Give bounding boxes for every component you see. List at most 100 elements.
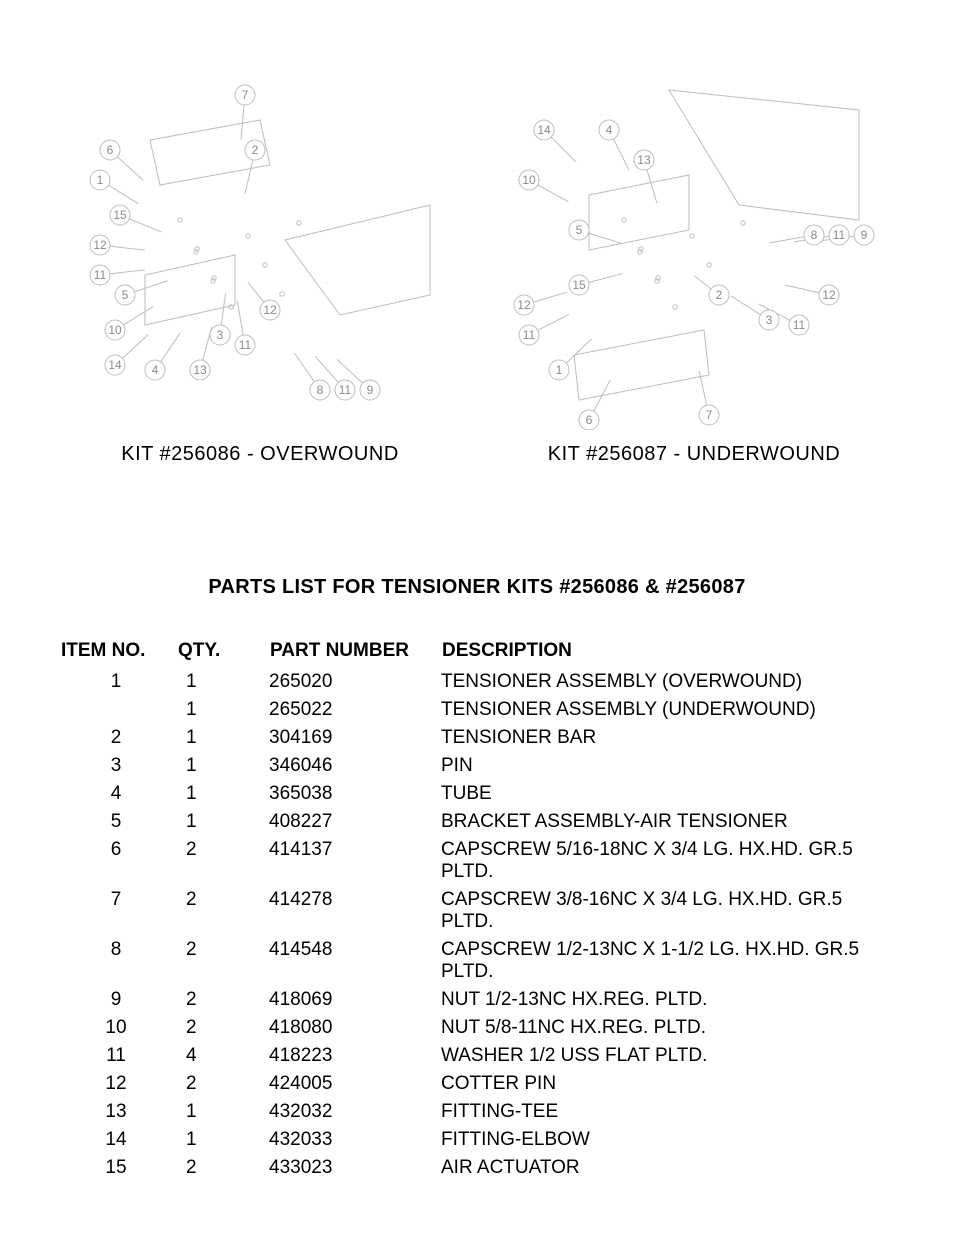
balloon-number: 5: [122, 288, 129, 302]
header-qty: QTY.: [172, 639, 269, 668]
balloon-number: 15: [572, 278, 586, 292]
cell-qty: 1: [172, 752, 269, 780]
cell-part: 418080: [269, 1014, 441, 1042]
cell-item: 9: [60, 986, 172, 1014]
cell-item: 13: [60, 1098, 172, 1126]
balloon-number: 11: [239, 338, 252, 352]
header-item: ITEM NO.: [60, 639, 172, 668]
cell-desc: WASHER 1/2 USS FLAT PLTD.: [441, 1042, 894, 1070]
balloon-number: 13: [637, 153, 651, 167]
cell-desc: CAPSCREW 1/2-13NC X 1-1/2 LG. HX.HD. GR.…: [441, 936, 894, 986]
diagram-right-caption: KIT #256087 - UNDERWOUND: [494, 443, 894, 466]
balloon-number: 9: [861, 228, 868, 242]
cell-part: 414278: [269, 886, 441, 936]
balloon-number: 7: [242, 88, 249, 102]
table-row: 131432032FITTING-TEE: [60, 1098, 894, 1126]
balloon-number: 14: [537, 123, 551, 137]
cell-part: 408227: [269, 808, 441, 836]
cell-desc: TENSIONER BAR: [441, 724, 894, 752]
balloon-number: 6: [107, 143, 114, 157]
cell-qty: 2: [172, 1014, 269, 1042]
table-row: 11265020TENSIONER ASSEMBLY (OVERWOUND): [60, 668, 894, 696]
cell-desc: TENSIONER ASSEMBLY (OVERWOUND): [441, 668, 894, 696]
cell-part: 424005: [269, 1070, 441, 1098]
cell-item: 12: [60, 1070, 172, 1098]
cell-part: 414137: [269, 836, 441, 886]
cell-desc: FITTING-ELBOW: [441, 1126, 894, 1154]
cell-qty: 2: [172, 936, 269, 986]
cell-item: 11: [60, 1042, 172, 1070]
cell-desc: COTTER PIN: [441, 1070, 894, 1098]
diagram-left-svg: 762115121151210311144138119: [60, 70, 460, 430]
cell-item: 10: [60, 1014, 172, 1042]
balloon-number: 4: [152, 363, 159, 377]
table-row: 114418223WASHER 1/2 USS FLAT PLTD.: [60, 1042, 894, 1070]
balloon-number: 11: [793, 318, 806, 332]
table-row: 62414137CAPSCREW 5/16-18NC X 3/4 LG. HX.…: [60, 836, 894, 886]
cell-part: 265022: [269, 696, 441, 724]
cell-qty: 1: [172, 724, 269, 752]
cell-item: 4: [60, 780, 172, 808]
cell-qty: 2: [172, 836, 269, 886]
table-row: 31346046PIN: [60, 752, 894, 780]
table-row: 1265022TENSIONER ASSEMBLY (UNDERWOUND): [60, 696, 894, 724]
cell-desc: CAPSCREW 3/8-16NC X 3/4 LG. HX.HD. GR.5 …: [441, 886, 894, 936]
balloon-number: 12: [263, 303, 277, 317]
table-row: 92418069NUT 1/2-13NC HX.REG. PLTD.: [60, 986, 894, 1014]
balloon-number: 12: [822, 288, 836, 302]
cell-item: 7: [60, 886, 172, 936]
cell-desc: AIR ACTUATOR: [441, 1154, 894, 1182]
balloon-number: 6: [586, 413, 593, 427]
page: 762115121151210311144138119 KIT #256086 …: [0, 0, 954, 1235]
cell-qty: 1: [172, 1098, 269, 1126]
cell-qty: 1: [172, 696, 269, 724]
cell-item: 15: [60, 1154, 172, 1182]
cell-part: 432033: [269, 1126, 441, 1154]
balloon-number: 12: [517, 298, 531, 312]
balloon-number: 4: [606, 123, 613, 137]
cell-part: 418223: [269, 1042, 441, 1070]
balloon-number: 11: [94, 268, 107, 282]
balloon-number: 5: [576, 223, 583, 237]
table-row: 21304169TENSIONER BAR: [60, 724, 894, 752]
cell-desc: NUT 5/8-11NC HX.REG. PLTD.: [441, 1014, 894, 1042]
cell-part: 304169: [269, 724, 441, 752]
cell-desc: TUBE: [441, 780, 894, 808]
cell-item: 8: [60, 936, 172, 986]
table-row: 51408227BRACKET ASSEMBLY-AIR TENSIONER: [60, 808, 894, 836]
cell-item: 2: [60, 724, 172, 752]
cell-qty: 2: [172, 986, 269, 1014]
cell-part: 265020: [269, 668, 441, 696]
balloon-number: 7: [706, 408, 713, 422]
header-part: PART NUMBER: [269, 639, 441, 668]
cell-part: 365038: [269, 780, 441, 808]
cell-item: 14: [60, 1126, 172, 1154]
balloon-number: 8: [317, 383, 324, 397]
cell-qty: 2: [172, 1154, 269, 1182]
table-row: 152433023AIR ACTUATOR: [60, 1154, 894, 1182]
cell-item: 6: [60, 836, 172, 886]
table-row: 41365038TUBE: [60, 780, 894, 808]
cell-item: 1: [60, 668, 172, 696]
balloon-number: 3: [766, 313, 773, 327]
cell-desc: CAPSCREW 5/16-18NC X 3/4 LG. HX.HD. GR.5…: [441, 836, 894, 886]
table-row: 102418080NUT 5/8-11NC HX.REG. PLTD.: [60, 1014, 894, 1042]
balloon-number: 1: [556, 363, 563, 377]
parts-table: ITEM NO. QTY. PART NUMBER DESCRIPTION 11…: [60, 639, 894, 1182]
parts-list-title: PARTS LIST FOR TENSIONER KITS #256086 & …: [60, 576, 894, 599]
table-row: 72414278CAPSCREW 3/8-16NC X 3/4 LG. HX.H…: [60, 886, 894, 936]
cell-item: [60, 696, 172, 724]
cell-desc: NUT 1/2-13NC HX.REG. PLTD.: [441, 986, 894, 1014]
cell-part: 432032: [269, 1098, 441, 1126]
table-row: 122424005COTTER PIN: [60, 1070, 894, 1098]
cell-qty: 1: [172, 668, 269, 696]
cell-desc: BRACKET ASSEMBLY-AIR TENSIONER: [441, 808, 894, 836]
balloon-number: 10: [522, 173, 536, 187]
cell-qty: 4: [172, 1042, 269, 1070]
header-desc: DESCRIPTION: [441, 639, 894, 668]
cell-qty: 1: [172, 1126, 269, 1154]
diagram-right-block: 144131058119151221231111167 KIT #256087 …: [494, 70, 894, 466]
cell-part: 433023: [269, 1154, 441, 1182]
cell-part: 414548: [269, 936, 441, 986]
table-row: 141432033FITTING-ELBOW: [60, 1126, 894, 1154]
